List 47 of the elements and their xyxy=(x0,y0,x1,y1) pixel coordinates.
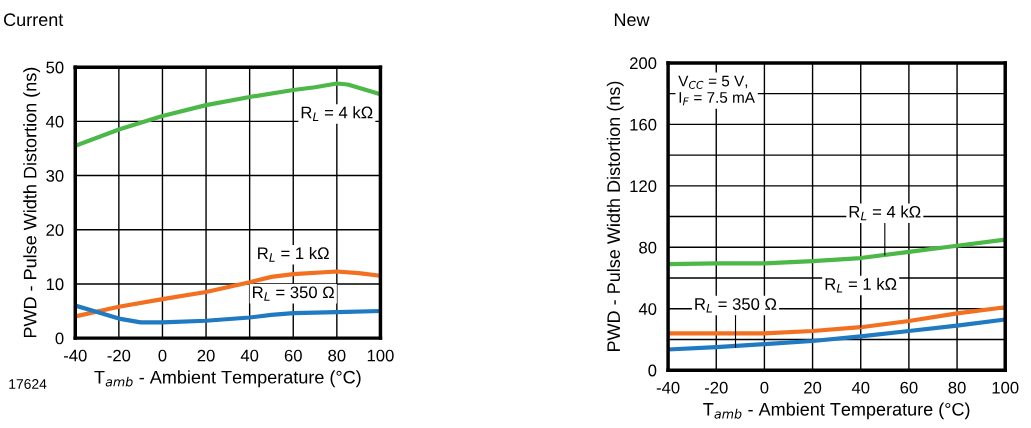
chart-title: New xyxy=(614,13,650,27)
x-tick-label: 40 xyxy=(851,381,870,394)
annotation: R$_{L}$ = 350 Ω xyxy=(253,286,334,301)
line-series xyxy=(668,237,1006,267)
text: 17624 xyxy=(9,379,47,389)
y-tick-label: 200 xyxy=(630,57,657,70)
x-tick-label: 80 xyxy=(328,349,346,362)
x-tick-label: 60 xyxy=(900,381,918,394)
x-tick-label: 100 xyxy=(367,349,394,362)
y-tick-label: 120 xyxy=(630,180,657,193)
x-tick-label: 60 xyxy=(284,349,302,362)
x-tick-label: -20 xyxy=(704,381,728,394)
chart-title: Current xyxy=(4,13,64,27)
y-tick-label: 10 xyxy=(46,278,64,291)
x-tick-label: 20 xyxy=(804,381,822,394)
x-tick-label: -40 xyxy=(656,381,680,394)
x-axis-title: T$_{amb}$ - Ambient Temperature (°C) xyxy=(94,370,361,388)
line-series xyxy=(75,81,381,148)
x-tick-label: 40 xyxy=(240,349,259,362)
x-tick-label: 0 xyxy=(158,349,167,362)
y-axis-title: PWD - Pulse Width Distortion (ns) xyxy=(606,81,624,352)
y-tick-label: 40 xyxy=(638,303,657,315)
x-tick-label: 80 xyxy=(948,381,966,394)
y-tick-label: 0 xyxy=(55,332,64,345)
y-axis-title: PWD - Pulse Width Distortion (ns) xyxy=(23,67,41,338)
line-series xyxy=(75,269,381,319)
text: V$_{CC}$ = 5 V, I$_{F}$ = 7.5 mA xyxy=(678,75,755,106)
annotation: R$_{L}$ = 4 kΩ xyxy=(301,106,373,121)
annotation: R$_{L}$ = 1 kΩ xyxy=(825,277,897,293)
y-tick-label: 30 xyxy=(46,169,64,182)
y-tick-label: 50 xyxy=(46,61,64,74)
y-tick-label: 40 xyxy=(46,115,64,128)
x-tick-label: 0 xyxy=(760,381,769,394)
x-tick-label: -40 xyxy=(63,349,87,362)
x-tick-label: 20 xyxy=(197,349,215,362)
x-tick-label: -20 xyxy=(107,349,131,362)
x-tick-label: 100 xyxy=(992,381,1019,394)
annotation: R$_{L}$ = 350 Ω xyxy=(695,298,777,313)
annotation: R$_{L}$ = 4 kΩ xyxy=(849,205,921,221)
y-tick-label: 0 xyxy=(648,364,657,377)
line-series xyxy=(668,317,1006,352)
annotation: R$_{L}$ = 1 kΩ xyxy=(258,246,329,262)
y-tick-label: 160 xyxy=(630,118,657,131)
y-tick-label: 20 xyxy=(46,224,64,236)
y-tick-label: 80 xyxy=(639,241,657,254)
line-series xyxy=(75,303,381,325)
x-axis-title: T$_{amb}$ - Ambient Temperature (°C) xyxy=(703,402,970,420)
